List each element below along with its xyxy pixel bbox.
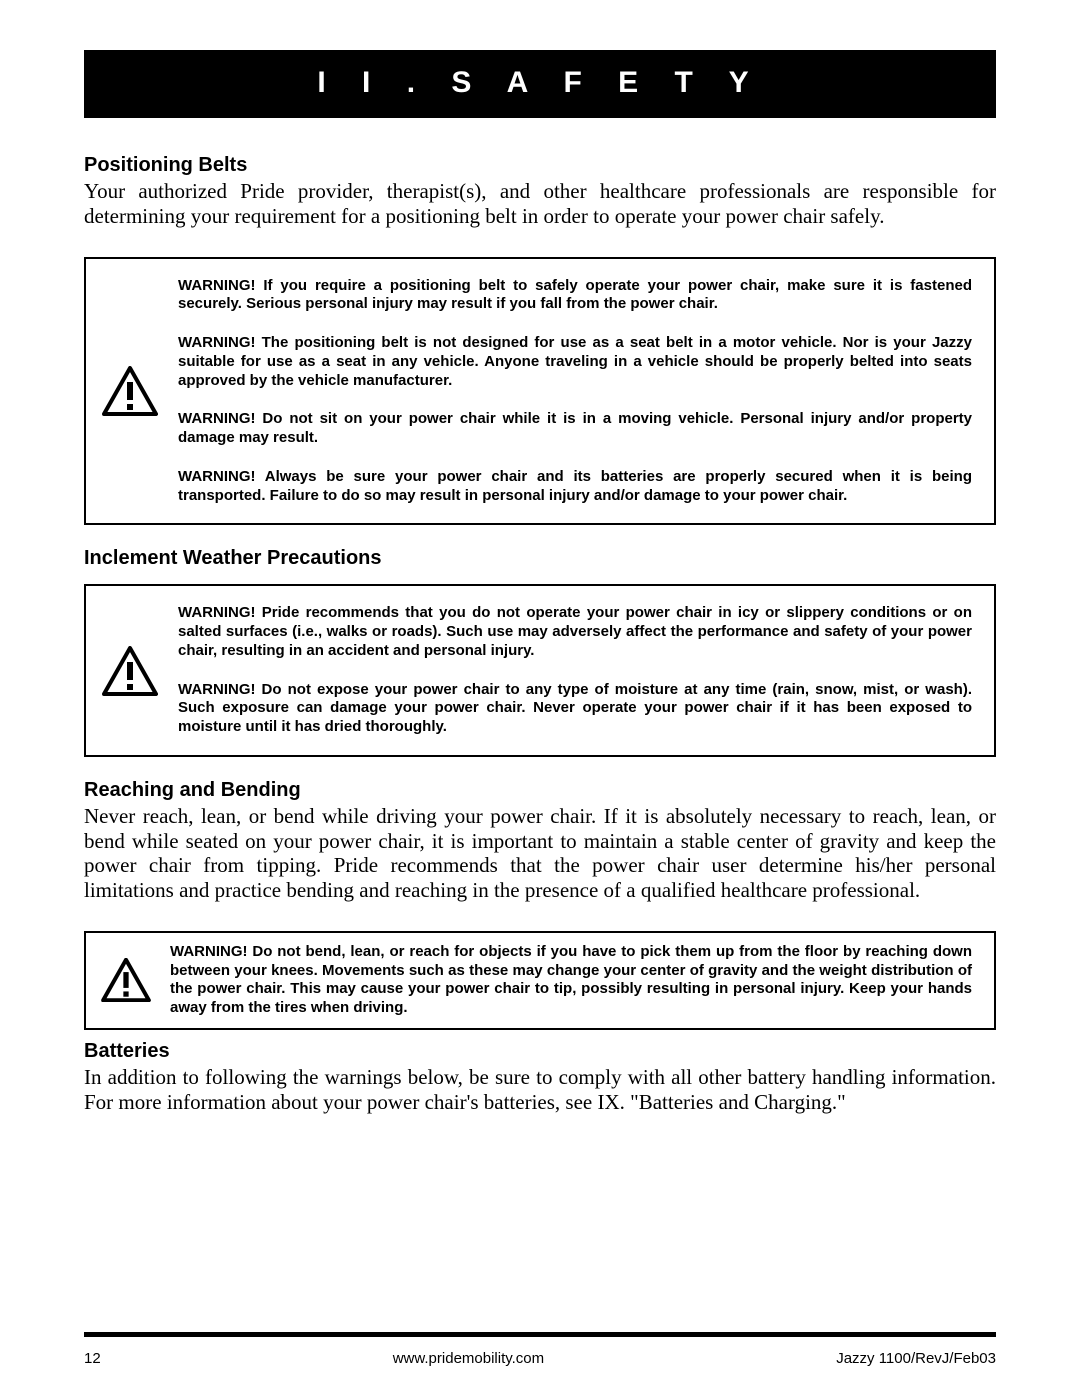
warning-box-reaching: WARNING! Do not bend, lean, or reach for…: [84, 931, 996, 1030]
warning-text: WARNING! Pride recommends that you do no…: [178, 604, 972, 660]
warning-icon: [100, 366, 160, 416]
warning-text: WARNING! Do not expose your power chair …: [178, 681, 972, 737]
warning-text: WARNING! The positioning belt is not des…: [178, 334, 972, 390]
warning-text: WARNING! Always be sure your power chair…: [178, 468, 972, 506]
footer-page-number: 12: [84, 1350, 101, 1367]
body-batteries: In addition to following the warnings be…: [84, 1065, 996, 1115]
warning-icon: [100, 958, 152, 1002]
warning-box-inclement: WARNING! Pride recommends that you do no…: [84, 584, 996, 757]
footer-doc-id: Jazzy 1100/RevJ/Feb03: [836, 1350, 996, 1367]
body-reaching-bending: Never reach, lean, or bend while driving…: [84, 804, 996, 903]
footer-rule: [84, 1332, 996, 1337]
heading-reaching-bending: Reaching and Bending: [84, 779, 996, 802]
warning-text: WARNING! If you require a positioning be…: [178, 277, 972, 315]
warning-box-positioning: WARNING! If you require a positioning be…: [84, 257, 996, 526]
warning-text: WARNING! Do not bend, lean, or reach for…: [170, 943, 972, 1018]
heading-inclement-weather: Inclement Weather Precautions: [84, 547, 996, 570]
body-positioning-belts: Your authorized Pride provider, therapis…: [84, 179, 996, 229]
footer-url: www.pridemobility.com: [393, 1350, 544, 1367]
warning-text: WARNING! Do not sit on your power chair …: [178, 410, 972, 448]
warning-icon: [100, 646, 160, 696]
heading-batteries: Batteries: [84, 1040, 996, 1063]
chapter-banner: I I . S A F E T Y: [84, 50, 996, 118]
heading-positioning-belts: Positioning Belts: [84, 154, 996, 177]
page-footer: 12 www.pridemobility.com Jazzy 1100/RevJ…: [84, 1350, 996, 1367]
